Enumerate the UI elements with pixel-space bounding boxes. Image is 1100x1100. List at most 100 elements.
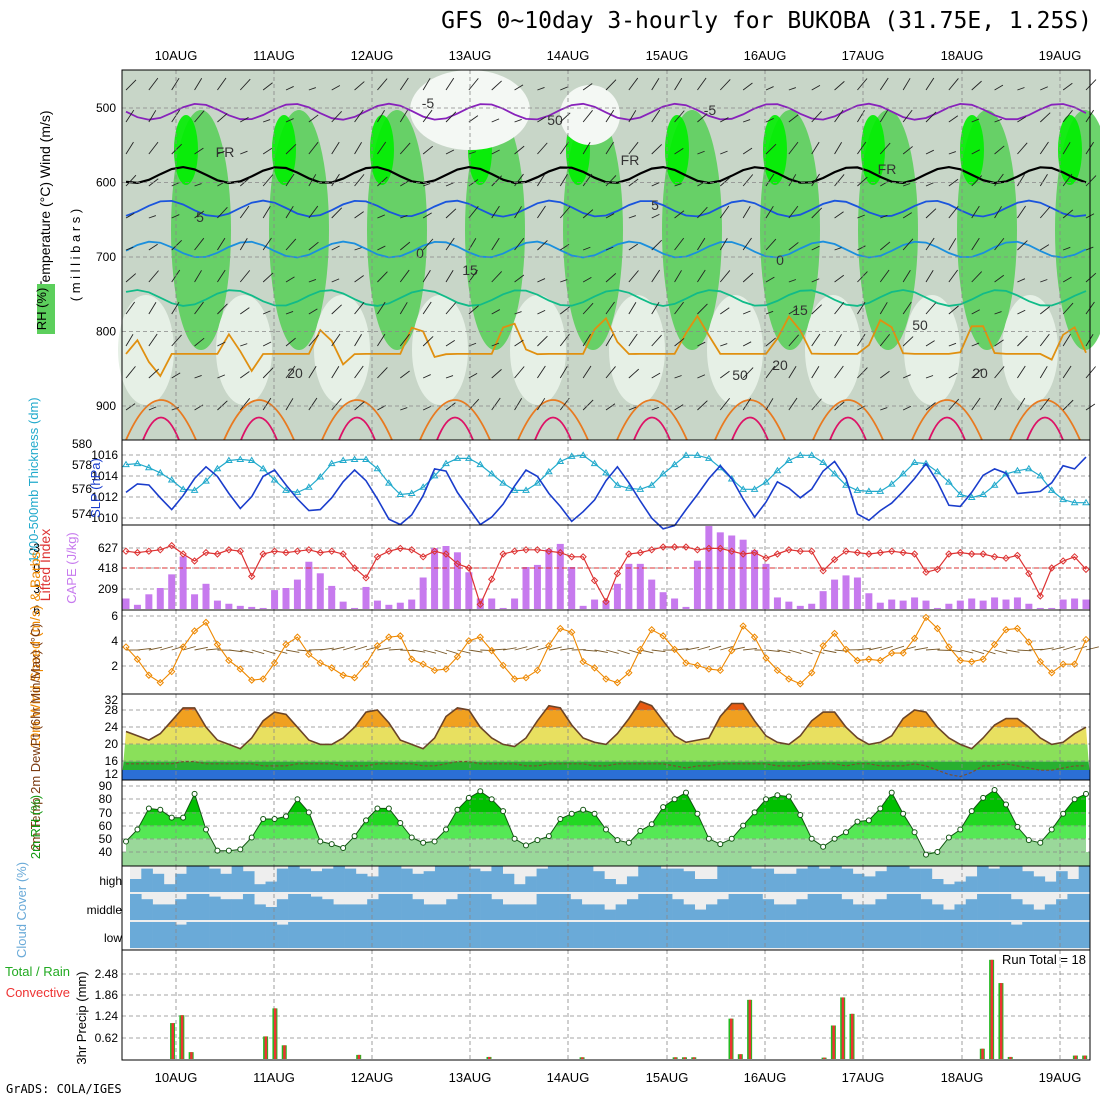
wind-barb xyxy=(994,311,1002,315)
cloud-bar-high xyxy=(886,866,899,892)
thickness-marker xyxy=(1059,495,1068,503)
wind-barb xyxy=(582,365,592,379)
wind-barb xyxy=(994,274,1005,283)
wind-barb xyxy=(628,215,636,219)
cloud-bar-high xyxy=(276,868,289,892)
wind-barb xyxy=(765,276,775,283)
wind-barb xyxy=(903,646,916,651)
wind-barb xyxy=(399,302,408,315)
wind-barb xyxy=(834,81,845,91)
cloud-bar-high xyxy=(875,871,888,892)
wind-barb xyxy=(1039,173,1048,187)
li-line xyxy=(125,544,1087,607)
rh-dry-cell xyxy=(805,295,861,405)
wind-marker xyxy=(602,675,610,683)
contour-label: 20 xyxy=(972,365,988,381)
wind-barb xyxy=(1040,244,1050,251)
wind-barb xyxy=(560,647,574,651)
cape-bar xyxy=(659,592,667,609)
wind-barb xyxy=(857,245,866,251)
cloud-bar-low xyxy=(954,922,967,948)
thickness-marker xyxy=(259,464,268,472)
cloud-bar-middle xyxy=(909,894,921,920)
wind-barb xyxy=(445,77,455,91)
cloud-bar-high xyxy=(310,871,323,892)
wind-barb xyxy=(788,397,798,411)
wind-barb xyxy=(765,143,777,155)
wind-marker xyxy=(819,642,827,650)
thickness-marker xyxy=(704,454,713,461)
wind-barb xyxy=(537,397,546,411)
wind-barb xyxy=(537,173,546,187)
wind-barb xyxy=(400,241,411,251)
wind-barb xyxy=(811,173,820,187)
thickness-marker xyxy=(282,486,290,493)
wind-marker xyxy=(945,643,953,651)
cloud-row-label: middle xyxy=(87,903,123,917)
wind-marker xyxy=(488,646,496,655)
cloud-bar-middle xyxy=(389,894,402,920)
li-marker xyxy=(568,553,576,561)
wind-barb xyxy=(445,237,455,251)
precip-conv-bar xyxy=(832,1025,835,1059)
li-marker xyxy=(842,547,850,555)
wind-barb xyxy=(674,375,682,379)
li-tick: -3 xyxy=(29,541,40,555)
cloud-bar-middle xyxy=(491,899,504,920)
wind-barb xyxy=(194,646,208,651)
rh-marker xyxy=(123,838,129,845)
wind-barb xyxy=(582,333,591,347)
wind-barb xyxy=(788,174,797,187)
cloud-bar-low xyxy=(220,922,232,948)
wind-barb xyxy=(605,79,617,91)
wind-barb xyxy=(445,302,457,315)
cloud-bar-low xyxy=(649,922,662,948)
cloud-bar-high xyxy=(423,871,436,892)
wind-barb xyxy=(285,238,297,251)
wind-barb xyxy=(559,206,571,219)
wind-barb xyxy=(388,648,403,651)
wind-barb xyxy=(148,243,158,251)
li-marker xyxy=(625,550,633,558)
cloud-bar-high xyxy=(864,876,876,892)
cloud-bar-middle xyxy=(965,899,978,920)
wind-barb xyxy=(399,269,410,283)
cloud-bar-middle xyxy=(898,894,910,920)
wind-barb xyxy=(514,274,525,283)
wind-marker xyxy=(716,666,724,675)
cape-bar xyxy=(911,597,919,609)
wind-barb xyxy=(285,337,296,347)
li-marker xyxy=(648,546,656,554)
cloud-bar-high xyxy=(446,866,458,892)
precip-conv-bar xyxy=(841,997,845,1059)
wind-barb xyxy=(308,114,319,123)
cloud-bar-middle xyxy=(818,894,831,920)
wind-marker xyxy=(659,632,667,640)
cloud-bar-middle xyxy=(1056,899,1068,920)
wind-barb xyxy=(445,339,455,347)
wind-barb xyxy=(308,87,316,91)
wind-barb xyxy=(788,334,799,347)
thickness-marker xyxy=(167,476,176,483)
contour-label: 20 xyxy=(772,357,788,373)
wind-barb xyxy=(868,646,882,651)
wind-barb xyxy=(879,77,889,91)
thickness-ylabel: 1000-500mb Thickness (dm) xyxy=(26,397,41,562)
wind-barb xyxy=(674,270,682,283)
cloud-bar-middle xyxy=(288,894,300,920)
cloud-bar-high xyxy=(457,866,470,892)
wind-barb xyxy=(994,237,1005,251)
rh-marker xyxy=(134,826,141,833)
wind-barb xyxy=(262,272,274,283)
cloud-bar-high xyxy=(525,876,537,892)
rh-marker xyxy=(877,805,884,812)
wind-barb xyxy=(171,406,179,411)
li-marker xyxy=(430,547,439,555)
wind-barb xyxy=(925,237,935,251)
rh-marker xyxy=(523,842,529,849)
wind-marker xyxy=(968,658,976,666)
wind-barb xyxy=(857,333,866,347)
cloud-bar-low xyxy=(322,922,334,948)
wind-barb xyxy=(765,173,775,187)
rh-dry-cell xyxy=(216,295,272,405)
